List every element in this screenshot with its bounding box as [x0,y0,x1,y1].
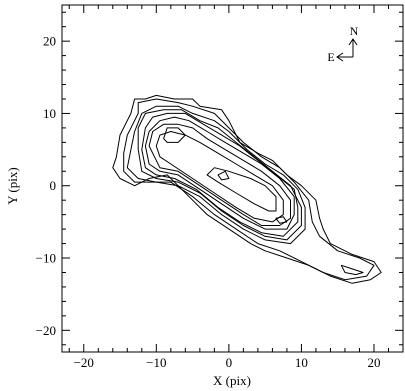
x-tick-label: −20 [74,355,94,370]
contour-line [112,94,382,284]
east-label: E [327,50,334,64]
x-tick-label: −10 [146,355,166,370]
y-axis-label: Y (pix) [5,167,20,204]
contour-line [340,264,364,276]
contour-line [141,112,299,237]
contour-line [217,170,230,181]
contour-line [148,123,291,226]
north-arrowhead-icon [348,38,358,46]
north-label: N [350,24,359,38]
y-tick-label: −20 [36,323,56,338]
contour-line [144,116,295,230]
x-axis-label: X (pix) [213,373,251,388]
y-tick-label: 0 [50,178,57,193]
plot-frame [61,4,404,353]
contour-line [275,216,288,224]
y-tick-label: 10 [43,106,56,121]
contour-line [123,98,375,281]
contour-line [206,167,277,212]
contour-line [163,127,186,143]
contour-line [137,109,302,241]
x-tick-label: 10 [295,355,308,370]
axis-ticks [62,5,404,352]
contour-line [126,105,306,245]
y-tick-label: 20 [43,34,56,49]
y-tick-label: −10 [36,251,56,266]
axis-tick-labels: −20 −10 0 10 20 −20 −10 0 10 20 [36,34,381,370]
x-tick-label: 20 [367,355,380,370]
compass-indicator: N E [327,24,358,64]
contour-lines [112,94,382,284]
x-tick-label: 0 [226,355,233,370]
east-arrowhead-icon [336,52,344,62]
